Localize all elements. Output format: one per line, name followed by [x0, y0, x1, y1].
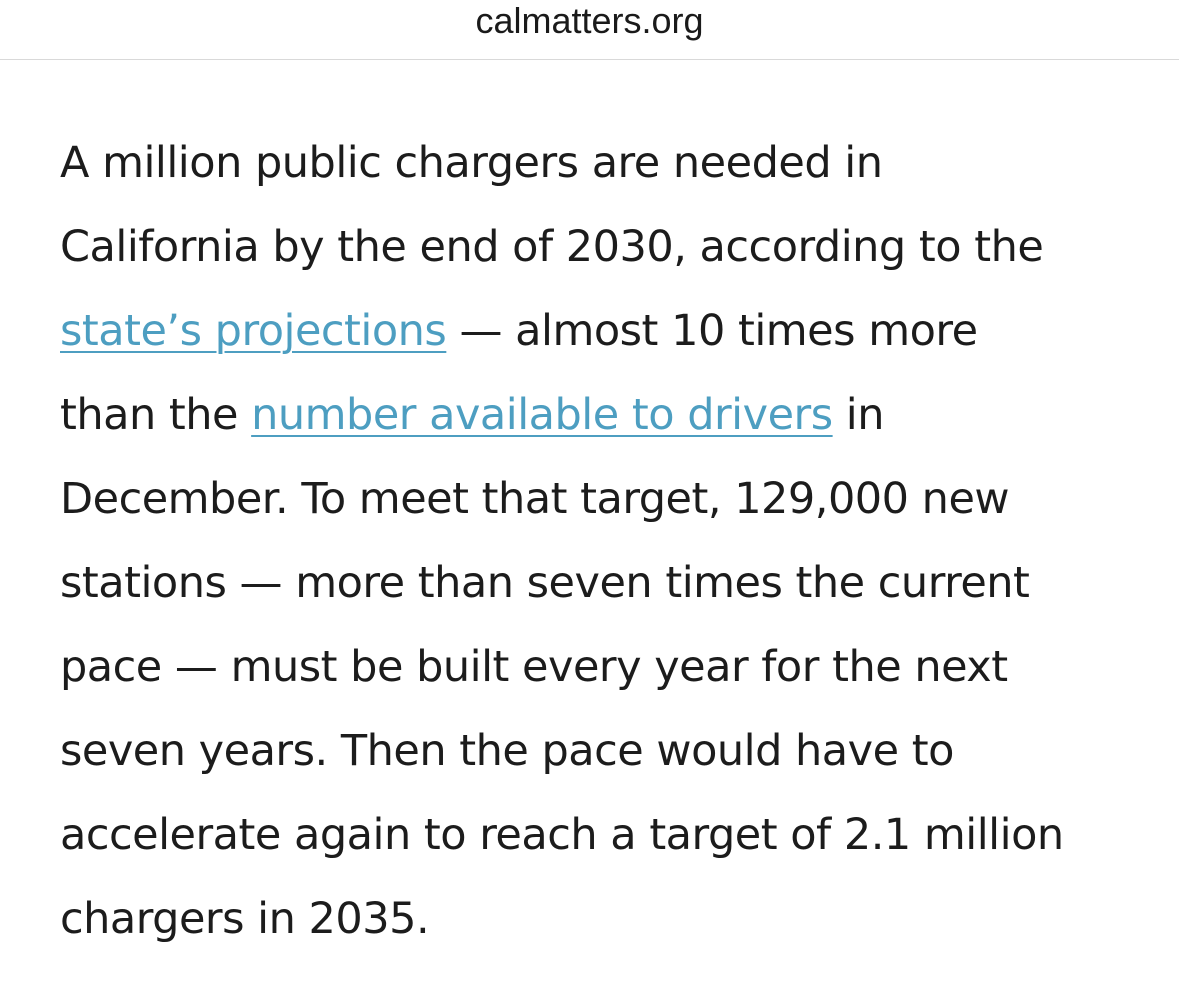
paragraph-line: California by the end of 2030, according… — [60, 222, 1044, 272]
paragraph-line: stations — more than seven times the cur… — [60, 558, 1030, 608]
chargers-available-link[interactable]: number available to drivers — [251, 390, 833, 440]
paragraph-text: than the — [60, 390, 252, 440]
paragraph-line: accelerate again to reach a target of 2.… — [60, 810, 1064, 860]
paragraph-text: in — [832, 390, 885, 440]
paragraph-text: — almost 10 times more — [446, 306, 978, 356]
address-bar[interactable]: calmatters.org — [0, 0, 1179, 60]
paragraph-line: seven years. Then the pace would have to — [60, 726, 954, 776]
paragraph-line: state’s projections — almost 10 times mo… — [60, 289, 1140, 373]
url-text[interactable]: calmatters.org — [475, 0, 704, 41]
paragraph-line: pace — must be built every year for the … — [60, 642, 1008, 692]
paragraph-line: chargers in 2035. — [60, 894, 430, 944]
paragraph-line: December. To meet that target, 129,000 n… — [60, 474, 1010, 524]
paragraph-line: A million public chargers are needed in — [60, 138, 883, 188]
state-projections-link[interactable]: state’s projections — [60, 306, 447, 356]
paragraph-line: than the number available to drivers in — [60, 373, 1140, 457]
article-paragraph: A million public chargers are needed in … — [60, 121, 1140, 961]
